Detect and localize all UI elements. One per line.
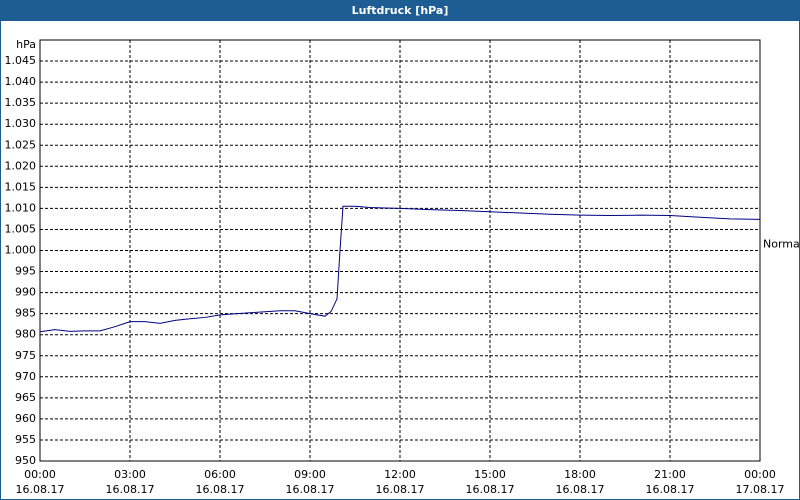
x-tick-label: 06:00 [204, 468, 236, 481]
y-tick-label: 975 [15, 349, 36, 362]
y-tick-label: 1.045 [5, 54, 37, 67]
x-tick-date: 16.08.17 [466, 483, 515, 496]
x-tick-date: 17.08.17 [736, 483, 785, 496]
x-tick-date: 16.08.17 [286, 483, 335, 496]
y-tick-label: 970 [15, 370, 36, 383]
x-tick-label: 03:00 [114, 468, 146, 481]
title-bar [0, 0, 800, 21]
y-tick-label: 955 [15, 433, 36, 446]
y-tick-label: 1.000 [5, 244, 37, 257]
y-tick-label: 960 [15, 412, 36, 425]
y-tick-label: 1.040 [5, 75, 37, 88]
chart-title: Luftdruck [hPa] [352, 4, 449, 17]
x-tick-date: 16.08.17 [16, 483, 65, 496]
legend-label: Normal [763, 237, 800, 250]
y-tick-label: 985 [15, 307, 36, 320]
x-tick-label: 00:00 [744, 468, 776, 481]
x-tick-label: 15:00 [474, 468, 506, 481]
y-tick-label: 1.015 [5, 180, 37, 193]
y-tick-label: 1.030 [5, 117, 37, 130]
y-tick-label: 950 [15, 454, 36, 467]
x-tick-date: 16.08.17 [196, 483, 245, 496]
y-tick-label: 1.025 [5, 138, 37, 151]
y-tick-label: 1.010 [5, 201, 37, 214]
x-tick-date: 16.08.17 [646, 483, 695, 496]
x-tick-date: 16.08.17 [106, 483, 155, 496]
y-tick-label: 965 [15, 391, 36, 404]
y-tick-label: 1.020 [5, 159, 37, 172]
y-tick-label: 995 [15, 265, 36, 278]
x-tick-label: 18:00 [564, 468, 596, 481]
x-tick-label: 12:00 [384, 468, 416, 481]
x-tick-date: 16.08.17 [376, 483, 425, 496]
y-tick-label: 1.005 [5, 222, 37, 235]
y-tick-label: 980 [15, 328, 36, 341]
data-line [39, 205, 761, 333]
y-tick-label: 1.035 [5, 96, 37, 109]
plot-frame [39, 39, 761, 462]
x-tick-date: 16.08.17 [556, 483, 605, 496]
x-tick-label: 21:00 [654, 468, 686, 481]
x-tick-label: 09:00 [294, 468, 326, 481]
x-tick-label: 00:00 [24, 468, 56, 481]
y-tick-label: 990 [15, 286, 36, 299]
y-unit-label: hPa [16, 38, 36, 51]
